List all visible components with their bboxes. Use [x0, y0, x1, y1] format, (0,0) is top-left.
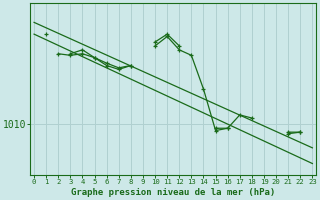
- X-axis label: Graphe pression niveau de la mer (hPa): Graphe pression niveau de la mer (hPa): [71, 188, 275, 197]
